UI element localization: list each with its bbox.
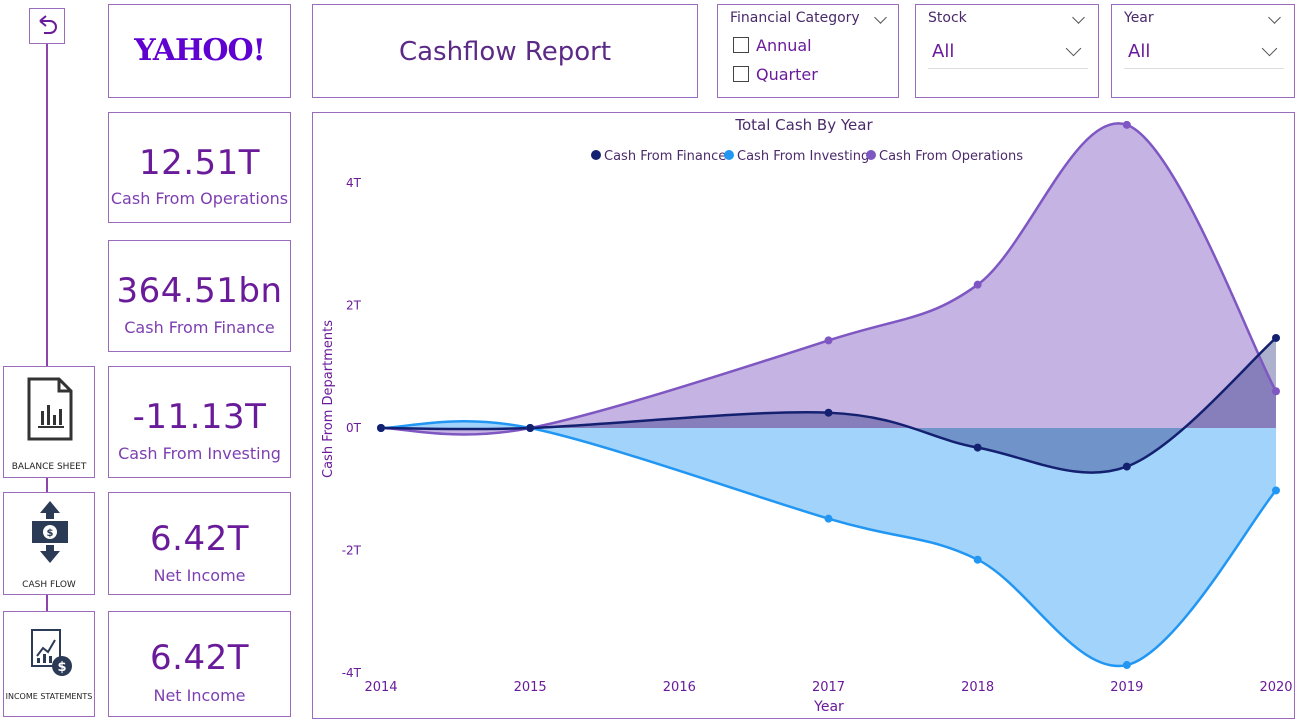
point-operations[interactable] [1272,387,1280,396]
year-slicer-title: Year [1124,10,1154,26]
y-tick-label: -4T [342,666,362,680]
kpi-value: 12.51T [138,143,261,183]
area-investing [381,421,1276,667]
point-operations[interactable] [1122,120,1131,129]
chart-title: Total Cash By Year [734,116,873,134]
x-axis-label: Year [813,699,844,715]
kpi-label: Cash From Operations [110,189,289,208]
y-tick-label: 2T [346,299,362,313]
nav-connector-line-2 [46,478,48,492]
svg-text:$: $ [47,528,54,539]
point-finance[interactable] [1272,333,1280,342]
stock-dropdown[interactable]: All [928,37,1088,69]
legend-label: Cash From Finance [604,149,726,164]
report-title-card: Cashflow Report [312,4,698,98]
back-button[interactable] [29,8,65,44]
chart-legend: Cash From Finance Cash From Investing Cash… [591,149,1023,164]
nav-balance-sheet-label: BALANCE SHEET [11,462,87,472]
annual-checkbox[interactable] [733,37,749,53]
y-tick-label: 0T [346,421,362,435]
x-tick-label: 2015 [514,680,547,695]
cash-flow-arrows-icon: $ [32,501,68,563]
legend-label: Cash From Investing [737,149,869,164]
x-tick-label: 2018 [961,680,994,695]
chevron-down-icon[interactable] [1268,11,1281,24]
point-finance[interactable] [824,408,833,417]
legend-label: Cash From Operations [879,149,1023,164]
y-axis-label: Cash From Departments [321,320,336,478]
annual-option-label[interactable]: Annual [756,36,812,55]
y-tick-label: 4T [346,176,362,190]
financial-category-title: Financial Category [730,10,860,26]
kpi-label: Net Income [153,686,246,705]
nav-balance-sheet[interactable]: BALANCE SHEET [3,366,95,478]
total-cash-chart-card: 2014 2015 2016 2017 2018 2019 2020 4T 2T 0T -2T -4T… [312,112,1295,719]
year-dropdown[interactable]: All [1124,37,1284,69]
kpi-card-operations: 12.51T Cash From Operations [108,112,291,223]
document-chart-icon [27,377,73,441]
page-title: Cashflow Report [398,37,612,67]
logo-card: YAHOO! [108,4,291,98]
quarter-option-label[interactable]: Quarter [756,65,818,84]
area-operations [381,123,1276,435]
point-investing[interactable] [973,555,982,564]
year-slicer: Year All [1111,4,1295,98]
legend-marker [866,150,876,160]
x-tick-label: 2014 [364,680,397,695]
total-cash-chart: 2014 2015 2016 2017 2018 2019 2020 4T 2T 0T -2T -4T… [321,116,1293,715]
quarter-checkbox[interactable] [733,66,749,82]
kpi-value: 6.42T [150,638,249,678]
kpi-value: 6.42T [150,519,249,559]
legend-marker [591,150,601,160]
x-tick-label: 2019 [1110,680,1143,695]
point-finance[interactable] [526,424,535,432]
nav-cash-flow-label: CASH FLOW [22,580,76,590]
nav-income-statements[interactable]: $ INCOME STATEMENTS [3,611,95,717]
back-arrow-icon [39,15,57,34]
point-investing[interactable] [1272,486,1280,495]
nav-connector-line [46,44,48,366]
svg-text:$: $ [57,660,66,675]
chevron-down-icon [1065,40,1082,57]
nav-connector-line-3 [46,595,48,611]
stock-slicer-title: Stock [928,10,967,26]
x-tick-label: 2017 [812,680,845,695]
kpi-label: Cash From Finance [124,318,275,337]
point-finance[interactable] [1122,462,1131,471]
chevron-down-icon[interactable] [1072,11,1085,24]
line-finance [380,337,1277,474]
stock-selected-value: All [932,41,955,62]
kpi-card-net-income: 6.42T Net Income [108,492,291,595]
area-finance [381,337,1276,473]
stock-slicer: Stock All [915,4,1099,98]
financial-category-slicer: Financial Category Annual Quarter [717,4,899,98]
kpi-card-investing: -11.13T Cash From Investing [108,366,291,478]
point-investing[interactable] [824,514,833,523]
kpi-value: -11.13T [132,397,267,437]
year-selected-value: All [1128,41,1151,62]
chevron-down-icon[interactable] [874,11,887,24]
point-finance[interactable] [973,443,982,452]
kpi-label: Net Income [153,566,246,585]
nav-income-statements-label: INCOME STATEMENTS [5,692,93,701]
kpi-card-finance: 364.51bn Cash From Finance [108,240,291,352]
kpi-label: Cash From Investing [118,444,281,463]
kpi-value: 364.51bn [116,271,283,311]
point-operations[interactable] [973,280,982,289]
kpi-card-net-income-2: 6.42T Net Income [108,611,291,717]
income-statement-icon: $ [31,629,72,676]
point-operations[interactable] [824,336,833,345]
x-tick-label: 2020 [1259,680,1292,695]
y-tick-label: -2T [342,544,362,558]
point-finance[interactable] [377,424,385,432]
nav-cash-flow[interactable]: $ CASH FLOW [3,492,95,595]
point-investing[interactable] [1122,661,1131,670]
yahoo-logo: YAHOO! [134,33,266,68]
x-tick-label: 2016 [663,680,696,695]
legend-marker [724,150,734,160]
chevron-down-icon [1261,40,1278,57]
